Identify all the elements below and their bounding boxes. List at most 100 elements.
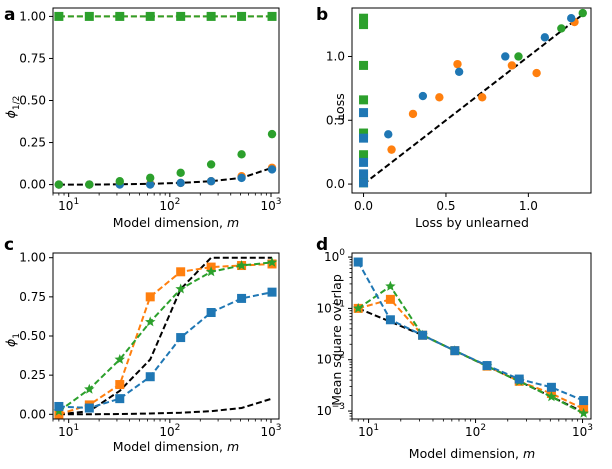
- data-point: [514, 52, 523, 61]
- data-point: [353, 257, 363, 267]
- y-tick-label: 0.50: [19, 94, 46, 108]
- data-point: [353, 302, 364, 313]
- ylabel-c: ϕ1: [3, 333, 22, 347]
- data-point: [359, 150, 369, 160]
- series-black: [357, 307, 585, 414]
- series-diagonal: [362, 13, 584, 185]
- x-tick-label: 102: [159, 423, 180, 439]
- data-point: [267, 165, 277, 174]
- data-point: [206, 177, 216, 186]
- data-point: [267, 129, 277, 139]
- data-point: [145, 11, 155, 21]
- data-point: [359, 169, 369, 179]
- ylabel-d: Mean square overlap: [329, 274, 344, 406]
- y-tick-label: 100: [324, 248, 345, 264]
- series-green-squares: [54, 11, 277, 21]
- x-tick-label: 103: [572, 423, 593, 439]
- panel-a: 101 102 103 0.00 0.25 0.50 0.75 1.00: [19, 7, 281, 213]
- x-tick-label: 103: [260, 197, 281, 213]
- data-point: [453, 59, 462, 69]
- x-tick-label: 103: [260, 423, 281, 439]
- data-point: [206, 308, 216, 318]
- data-point: [359, 157, 369, 167]
- data-point: [176, 333, 186, 343]
- y-tick-label: 0.75: [19, 290, 46, 304]
- data-point: [115, 11, 125, 21]
- data-point: [540, 33, 550, 42]
- data-point: [54, 401, 64, 411]
- data-point: [359, 95, 369, 105]
- data-point: [115, 380, 125, 390]
- series-line: [58, 291, 273, 410]
- plot-area-a: [54, 11, 277, 189]
- data-point: [359, 133, 369, 143]
- data-point: [384, 130, 393, 139]
- x-tick-label: 101: [58, 423, 79, 439]
- data-point: [146, 173, 155, 183]
- series-blue-squares: [359, 108, 369, 188]
- data-point: [418, 330, 428, 340]
- x-tick-label: 102: [159, 197, 180, 213]
- series-orange: [54, 259, 277, 419]
- y-tick-label: 0.25: [19, 136, 46, 150]
- data-point: [115, 177, 124, 186]
- y-tick-label: 1.0: [326, 49, 345, 63]
- panel-label-a: a: [4, 5, 15, 25]
- ylabel-a: ϕ1/2: [3, 96, 22, 119]
- data-point: [435, 93, 444, 102]
- data-point: [359, 20, 369, 30]
- panel-b: 0.0 0.5 1.0 0.0 0.5 1.0: [326, 7, 592, 213]
- data-point: [236, 260, 247, 270]
- data-point: [84, 403, 94, 413]
- x-tick-label: 0.5: [436, 199, 455, 213]
- data-point: [237, 11, 247, 21]
- data-point: [206, 11, 216, 21]
- plot-area-c: [53, 256, 278, 419]
- series-line: [357, 307, 585, 414]
- y-tick-label: 1.00: [19, 9, 46, 23]
- y-tick-label: 0.25: [19, 368, 46, 382]
- data-point: [450, 346, 460, 356]
- data-point: [501, 52, 510, 61]
- data-point: [175, 283, 186, 294]
- series-green-dots: [54, 129, 277, 189]
- panel-label-b: b: [316, 5, 328, 25]
- data-point: [418, 91, 428, 101]
- data-point: [546, 391, 557, 402]
- data-point: [145, 292, 155, 302]
- series-black-dashed-upper: [58, 256, 272, 416]
- data-point: [176, 267, 186, 277]
- y-tick-label: 0.00: [19, 178, 46, 192]
- data-point: [267, 287, 277, 297]
- data-point: [145, 372, 155, 382]
- y-tick-label: 0.5: [326, 113, 345, 127]
- panel-d: 101 102 103 10−3 10−2 10−1 100: [316, 248, 593, 439]
- plot-area-b: [359, 8, 587, 188]
- panel-c: 101 102 103 0.00 0.25 0.50 0.75 1.00: [19, 251, 281, 439]
- data-point: [507, 61, 517, 70]
- data-point: [359, 178, 369, 188]
- data-point: [408, 109, 418, 119]
- data-point: [145, 316, 156, 327]
- axes-frame-b: [351, 7, 592, 194]
- axes-frame-a: [52, 7, 280, 194]
- data-point: [84, 383, 95, 394]
- series-green: [53, 256, 278, 416]
- series-line: [58, 261, 273, 413]
- data-point: [482, 361, 492, 371]
- x-tick-label: 101: [58, 197, 79, 213]
- data-point: [546, 382, 556, 392]
- data-point: [385, 294, 395, 304]
- series-line: [58, 256, 272, 416]
- x-tick-label: 102: [465, 423, 486, 439]
- panel-label-c: c: [4, 235, 14, 255]
- series-line: [357, 284, 585, 415]
- data-point: [237, 150, 246, 159]
- xlabel-b: Loss by unlearned: [415, 215, 529, 230]
- data-point: [54, 11, 64, 21]
- y-tick-label: 1.00: [19, 251, 46, 265]
- data-point: [578, 407, 589, 418]
- data-point: [237, 293, 247, 303]
- series-line: [357, 261, 584, 402]
- xlabel-c: Model dimension, m: [113, 439, 239, 454]
